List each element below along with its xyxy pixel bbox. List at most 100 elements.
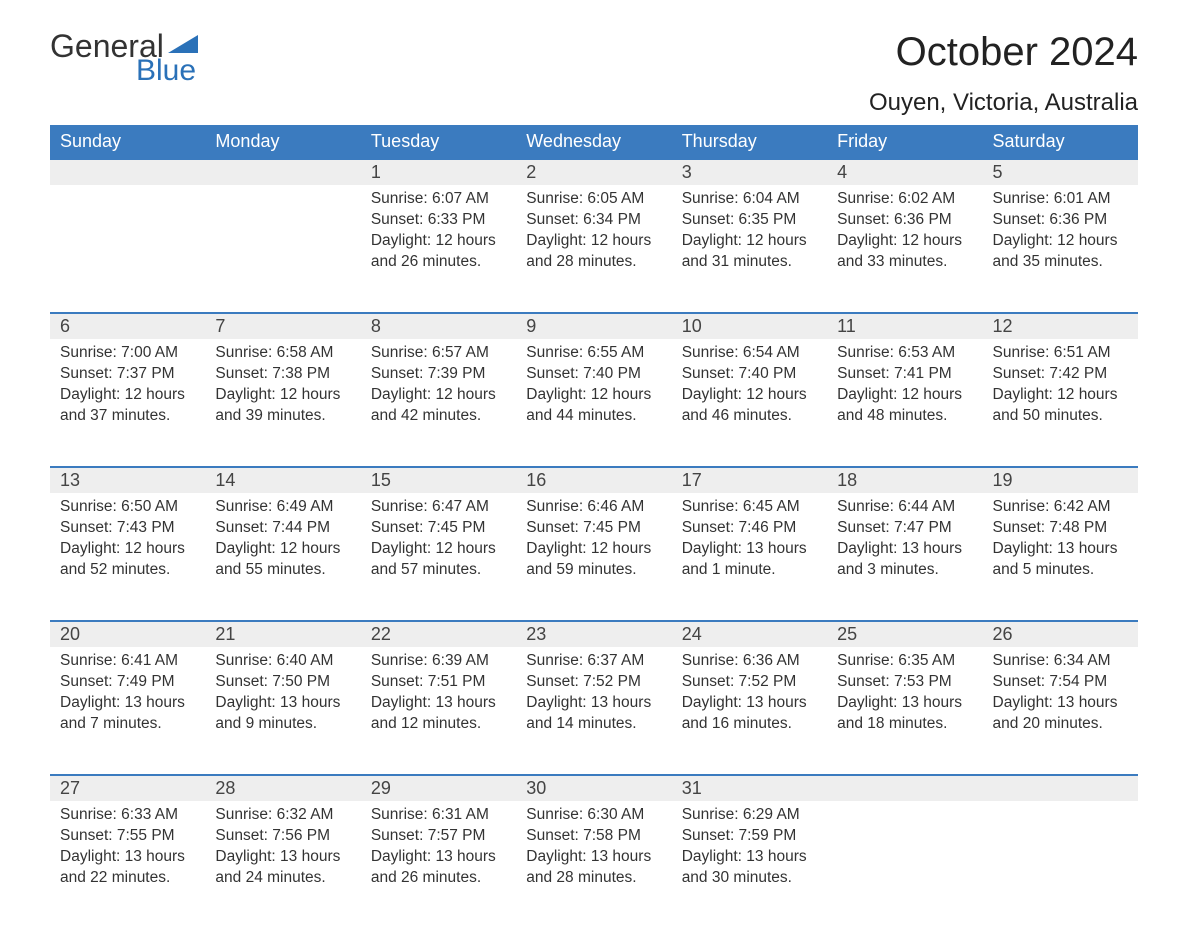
calendar-cell-empty bbox=[827, 775, 982, 801]
daylight-line: Daylight: 13 hours and 20 minutes. bbox=[993, 693, 1128, 735]
sunset-line: Sunset: 6:34 PM bbox=[526, 210, 661, 231]
sunrise-line: Sunrise: 6:30 AM bbox=[526, 805, 661, 826]
day-number: 1 bbox=[361, 159, 516, 185]
daylight-line: Daylight: 12 hours and 46 minutes. bbox=[682, 385, 817, 427]
day-number: 2 bbox=[516, 159, 671, 185]
daylight-line: Daylight: 13 hours and 1 minute. bbox=[682, 539, 817, 581]
sunrise-line: Sunrise: 6:42 AM bbox=[993, 497, 1128, 518]
week-content-row: Sunrise: 7:00 AMSunset: 7:37 PMDaylight:… bbox=[50, 339, 1138, 467]
day-cell: Sunrise: 6:05 AMSunset: 6:34 PMDaylight:… bbox=[516, 185, 671, 313]
daylight-line: Daylight: 12 hours and 59 minutes. bbox=[526, 539, 661, 581]
sunrise-line: Sunrise: 6:01 AM bbox=[993, 189, 1128, 210]
sunset-line: Sunset: 7:39 PM bbox=[371, 364, 506, 385]
sunrise-line: Sunrise: 6:51 AM bbox=[993, 343, 1128, 364]
daylight-line: Daylight: 12 hours and 44 minutes. bbox=[526, 385, 661, 427]
day-number: 26 bbox=[983, 621, 1138, 647]
sunrise-line: Sunrise: 6:04 AM bbox=[682, 189, 817, 210]
day-cell: Sunrise: 6:55 AMSunset: 7:40 PMDaylight:… bbox=[516, 339, 671, 467]
day-cell: Sunrise: 6:50 AMSunset: 7:43 PMDaylight:… bbox=[50, 493, 205, 621]
sunset-line: Sunset: 7:45 PM bbox=[371, 518, 506, 539]
day-cell: Sunrise: 6:40 AMSunset: 7:50 PMDaylight:… bbox=[205, 647, 360, 775]
day-cell: Sunrise: 6:47 AMSunset: 7:45 PMDaylight:… bbox=[361, 493, 516, 621]
calendar-cell-empty bbox=[50, 185, 205, 313]
logo: General Blue bbox=[50, 30, 198, 86]
daylight-line: Daylight: 12 hours and 48 minutes. bbox=[837, 385, 972, 427]
day-cell: Sunrise: 6:57 AMSunset: 7:39 PMDaylight:… bbox=[361, 339, 516, 467]
day-number: 5 bbox=[983, 159, 1138, 185]
sunrise-line: Sunrise: 6:33 AM bbox=[60, 805, 195, 826]
sunrise-line: Sunrise: 6:47 AM bbox=[371, 497, 506, 518]
sunrise-line: Sunrise: 6:07 AM bbox=[371, 189, 506, 210]
month-title: October 2024 bbox=[869, 30, 1138, 75]
sunrise-line: Sunrise: 6:55 AM bbox=[526, 343, 661, 364]
sunset-line: Sunset: 7:43 PM bbox=[60, 518, 195, 539]
daylight-line: Daylight: 12 hours and 57 minutes. bbox=[371, 539, 506, 581]
day-number: 17 bbox=[672, 467, 827, 493]
calendar-cell-empty bbox=[983, 801, 1138, 929]
sunset-line: Sunset: 7:50 PM bbox=[215, 672, 350, 693]
day-number: 25 bbox=[827, 621, 982, 647]
day-cell: Sunrise: 6:04 AMSunset: 6:35 PMDaylight:… bbox=[672, 185, 827, 313]
calendar-table: SundayMondayTuesdayWednesdayThursdayFrid… bbox=[50, 125, 1138, 929]
calendar-cell-empty bbox=[827, 801, 982, 929]
day-cell: Sunrise: 6:54 AMSunset: 7:40 PMDaylight:… bbox=[672, 339, 827, 467]
daylight-line: Daylight: 12 hours and 52 minutes. bbox=[60, 539, 195, 581]
day-header: Friday bbox=[827, 125, 982, 159]
calendar-header-row: SundayMondayTuesdayWednesdayThursdayFrid… bbox=[50, 125, 1138, 159]
daylight-line: Daylight: 13 hours and 28 minutes. bbox=[526, 847, 661, 889]
sunset-line: Sunset: 7:42 PM bbox=[993, 364, 1128, 385]
day-cell: Sunrise: 6:35 AMSunset: 7:53 PMDaylight:… bbox=[827, 647, 982, 775]
sunset-line: Sunset: 7:41 PM bbox=[837, 364, 972, 385]
sunrise-line: Sunrise: 6:54 AM bbox=[682, 343, 817, 364]
day-number: 9 bbox=[516, 313, 671, 339]
day-number: 15 bbox=[361, 467, 516, 493]
daylight-line: Daylight: 12 hours and 31 minutes. bbox=[682, 231, 817, 273]
sunrise-line: Sunrise: 6:05 AM bbox=[526, 189, 661, 210]
sunset-line: Sunset: 7:47 PM bbox=[837, 518, 972, 539]
sunrise-line: Sunrise: 6:02 AM bbox=[837, 189, 972, 210]
week-number-row: 20212223242526 bbox=[50, 621, 1138, 647]
sunrise-line: Sunrise: 6:57 AM bbox=[371, 343, 506, 364]
sunset-line: Sunset: 7:52 PM bbox=[526, 672, 661, 693]
daylight-line: Daylight: 13 hours and 24 minutes. bbox=[215, 847, 350, 889]
day-number: 14 bbox=[205, 467, 360, 493]
sunset-line: Sunset: 6:35 PM bbox=[682, 210, 817, 231]
sunrise-line: Sunrise: 6:46 AM bbox=[526, 497, 661, 518]
sunset-line: Sunset: 6:33 PM bbox=[371, 210, 506, 231]
day-number: 29 bbox=[361, 775, 516, 801]
week-content-row: Sunrise: 6:50 AMSunset: 7:43 PMDaylight:… bbox=[50, 493, 1138, 621]
sunrise-line: Sunrise: 6:49 AM bbox=[215, 497, 350, 518]
day-number: 4 bbox=[827, 159, 982, 185]
day-number: 11 bbox=[827, 313, 982, 339]
day-header: Wednesday bbox=[516, 125, 671, 159]
week-number-row: 12345 bbox=[50, 159, 1138, 185]
day-number: 22 bbox=[361, 621, 516, 647]
week-content-row: Sunrise: 6:41 AMSunset: 7:49 PMDaylight:… bbox=[50, 647, 1138, 775]
sunset-line: Sunset: 7:55 PM bbox=[60, 826, 195, 847]
sunrise-line: Sunrise: 6:31 AM bbox=[371, 805, 506, 826]
day-header: Thursday bbox=[672, 125, 827, 159]
sunrise-line: Sunrise: 6:39 AM bbox=[371, 651, 506, 672]
sunset-line: Sunset: 6:36 PM bbox=[837, 210, 972, 231]
sunset-line: Sunset: 7:44 PM bbox=[215, 518, 350, 539]
sunset-line: Sunset: 7:58 PM bbox=[526, 826, 661, 847]
day-number: 20 bbox=[50, 621, 205, 647]
sunset-line: Sunset: 7:40 PM bbox=[682, 364, 817, 385]
calendar-cell-empty bbox=[205, 159, 360, 185]
sunset-line: Sunset: 7:54 PM bbox=[993, 672, 1128, 693]
day-header: Sunday bbox=[50, 125, 205, 159]
day-number: 10 bbox=[672, 313, 827, 339]
day-cell: Sunrise: 6:36 AMSunset: 7:52 PMDaylight:… bbox=[672, 647, 827, 775]
sunset-line: Sunset: 7:52 PM bbox=[682, 672, 817, 693]
title-block: October 2024 Ouyen, Victoria, Australia bbox=[869, 30, 1138, 117]
sunrise-line: Sunrise: 6:35 AM bbox=[837, 651, 972, 672]
calendar-cell-empty bbox=[205, 185, 360, 313]
sunrise-line: Sunrise: 6:29 AM bbox=[682, 805, 817, 826]
daylight-line: Daylight: 12 hours and 39 minutes. bbox=[215, 385, 350, 427]
daylight-line: Daylight: 12 hours and 37 minutes. bbox=[60, 385, 195, 427]
day-number: 8 bbox=[361, 313, 516, 339]
daylight-line: Daylight: 13 hours and 26 minutes. bbox=[371, 847, 506, 889]
daylight-line: Daylight: 13 hours and 30 minutes. bbox=[682, 847, 817, 889]
day-header: Tuesday bbox=[361, 125, 516, 159]
sunset-line: Sunset: 7:49 PM bbox=[60, 672, 195, 693]
